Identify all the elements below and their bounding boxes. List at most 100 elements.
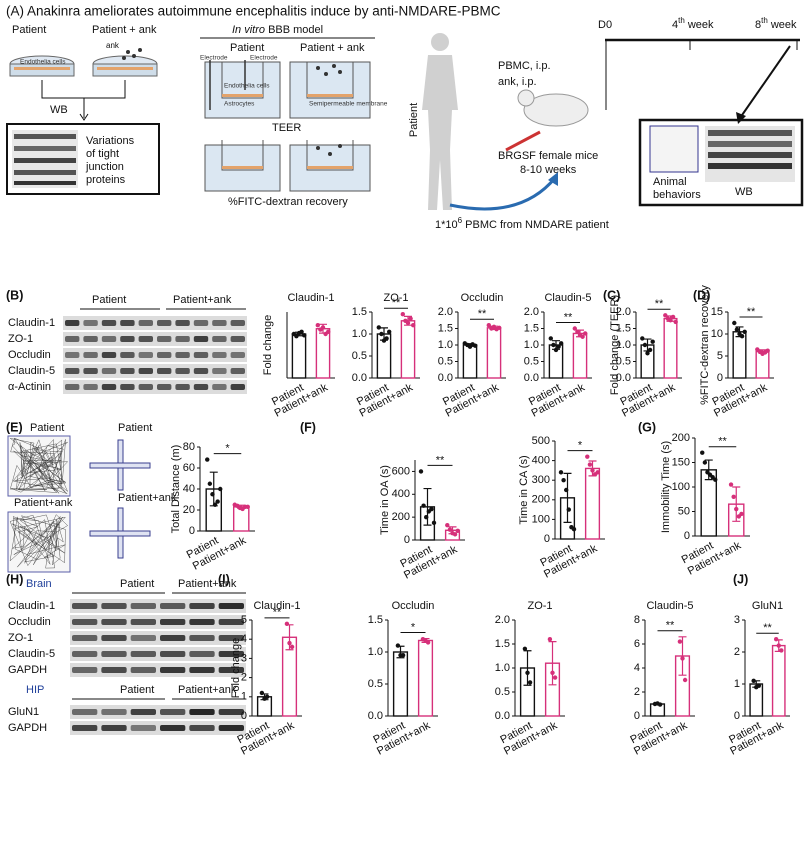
blot-band — [212, 384, 227, 390]
data-point — [447, 527, 453, 532]
blot-band — [120, 384, 135, 390]
label: BRGSF female mice — [498, 150, 598, 162]
track — [9, 437, 69, 494]
maze-arm — [89, 462, 151, 469]
chart-title: ZO-1 — [383, 292, 408, 304]
y-tick-label: 200 — [672, 432, 690, 444]
chart-title: Claudin-5 — [646, 600, 693, 612]
data-point — [751, 678, 756, 683]
y-tick-label: 200 — [392, 511, 410, 523]
data-point — [376, 325, 381, 330]
data-point — [429, 506, 434, 512]
blot-band — [120, 320, 135, 326]
data-point — [731, 494, 736, 499]
data-point — [668, 318, 673, 323]
error-bar — [678, 636, 687, 676]
y-tick-label: 10 — [711, 328, 723, 340]
y-axis-label: Fold change (TEER) — [609, 295, 621, 395]
label: proteins — [86, 174, 126, 186]
chart-title: GluN1 — [752, 600, 783, 612]
data-point — [264, 694, 270, 699]
blot-row-label: GluN1 — [8, 706, 39, 718]
data-point — [702, 460, 708, 465]
blot-strip — [63, 380, 247, 394]
blot-band — [218, 619, 244, 625]
y-tick-label: 150 — [672, 456, 690, 468]
y-tick-label: 1.0 — [495, 662, 510, 674]
bar — [462, 344, 478, 379]
data-point — [421, 503, 426, 508]
data-point — [455, 528, 460, 534]
y-axis-label: Fold change — [262, 315, 274, 376]
blot-strip — [70, 721, 246, 735]
data-point — [587, 462, 593, 467]
label: 1*106 PBMC from NMDARE patient — [435, 216, 609, 231]
y-tick-label: 2.0 — [495, 614, 510, 626]
blot-band — [175, 320, 190, 326]
label: WB — [50, 104, 68, 116]
panel-label: (G) — [638, 420, 656, 434]
blot-band — [212, 320, 227, 326]
y-tick-label: 1.5 — [438, 322, 453, 334]
data-point — [739, 511, 744, 517]
blot-band — [189, 603, 215, 609]
data-point — [522, 646, 528, 651]
y-tick-label: 4 — [634, 662, 640, 674]
data-point — [728, 482, 734, 487]
data-point — [734, 506, 739, 512]
label: Semipermeable membrane — [309, 101, 388, 108]
y-tick-label: 60 — [183, 462, 195, 474]
blot-band — [65, 320, 80, 326]
label: Endothelia cells — [224, 83, 270, 90]
y-tick-label: 0.0 — [524, 372, 539, 384]
y-tick-label: 400 — [392, 488, 410, 500]
blot-band — [138, 336, 153, 342]
blot-band — [138, 368, 153, 374]
blot-strip — [70, 705, 246, 719]
data-point — [395, 643, 401, 648]
significance-label: * — [225, 443, 230, 455]
schematic-mouse: Patient PBMC, i.p. ank, i.p. BRGSF femal… — [408, 16, 804, 231]
schematic-bbb: In vitro BBB model Patient Patient + ank… — [200, 24, 388, 208]
y-tick-label: 0 — [544, 533, 550, 545]
data-point — [713, 477, 718, 482]
y-tick-label: 0.0 — [616, 372, 631, 384]
blot-band — [83, 368, 98, 374]
significance-label: ** — [273, 607, 282, 619]
y-tick-label: 1 — [241, 691, 247, 703]
data-point — [642, 342, 648, 348]
blot-band — [83, 320, 98, 326]
label: Patient + ank — [92, 24, 157, 36]
y-tick-label: 0 — [241, 710, 247, 722]
bar — [572, 332, 588, 379]
data-point — [756, 683, 762, 688]
blot-band — [72, 635, 98, 641]
bar — [771, 644, 786, 717]
blot-band — [175, 336, 190, 342]
data-point — [445, 522, 450, 528]
blot-band — [230, 368, 245, 374]
data-point — [424, 514, 429, 520]
y-tick-label: 1.5 — [352, 306, 367, 318]
blot-band — [138, 320, 153, 326]
label: D0 — [598, 19, 612, 31]
y-tick-label: 0 — [684, 530, 690, 542]
y-tick-label: 2 — [634, 686, 640, 698]
blot-row-label: Claudin-1 — [8, 317, 55, 329]
chart-title: Claudin-1 — [287, 292, 334, 304]
data-point — [585, 454, 590, 459]
data-point — [215, 499, 220, 504]
data-point — [299, 329, 304, 334]
blot-band — [193, 352, 209, 358]
data-point — [259, 690, 265, 696]
y-tick-label: 2 — [734, 646, 740, 658]
y-tick-label: 5 — [241, 614, 247, 626]
blot-band — [138, 384, 153, 390]
blot-band — [72, 603, 98, 609]
blot-band — [160, 667, 186, 673]
label: Animal — [653, 176, 687, 188]
bar — [392, 651, 409, 717]
blot-band — [72, 651, 98, 657]
data-point — [302, 333, 307, 338]
data-point — [779, 648, 784, 653]
